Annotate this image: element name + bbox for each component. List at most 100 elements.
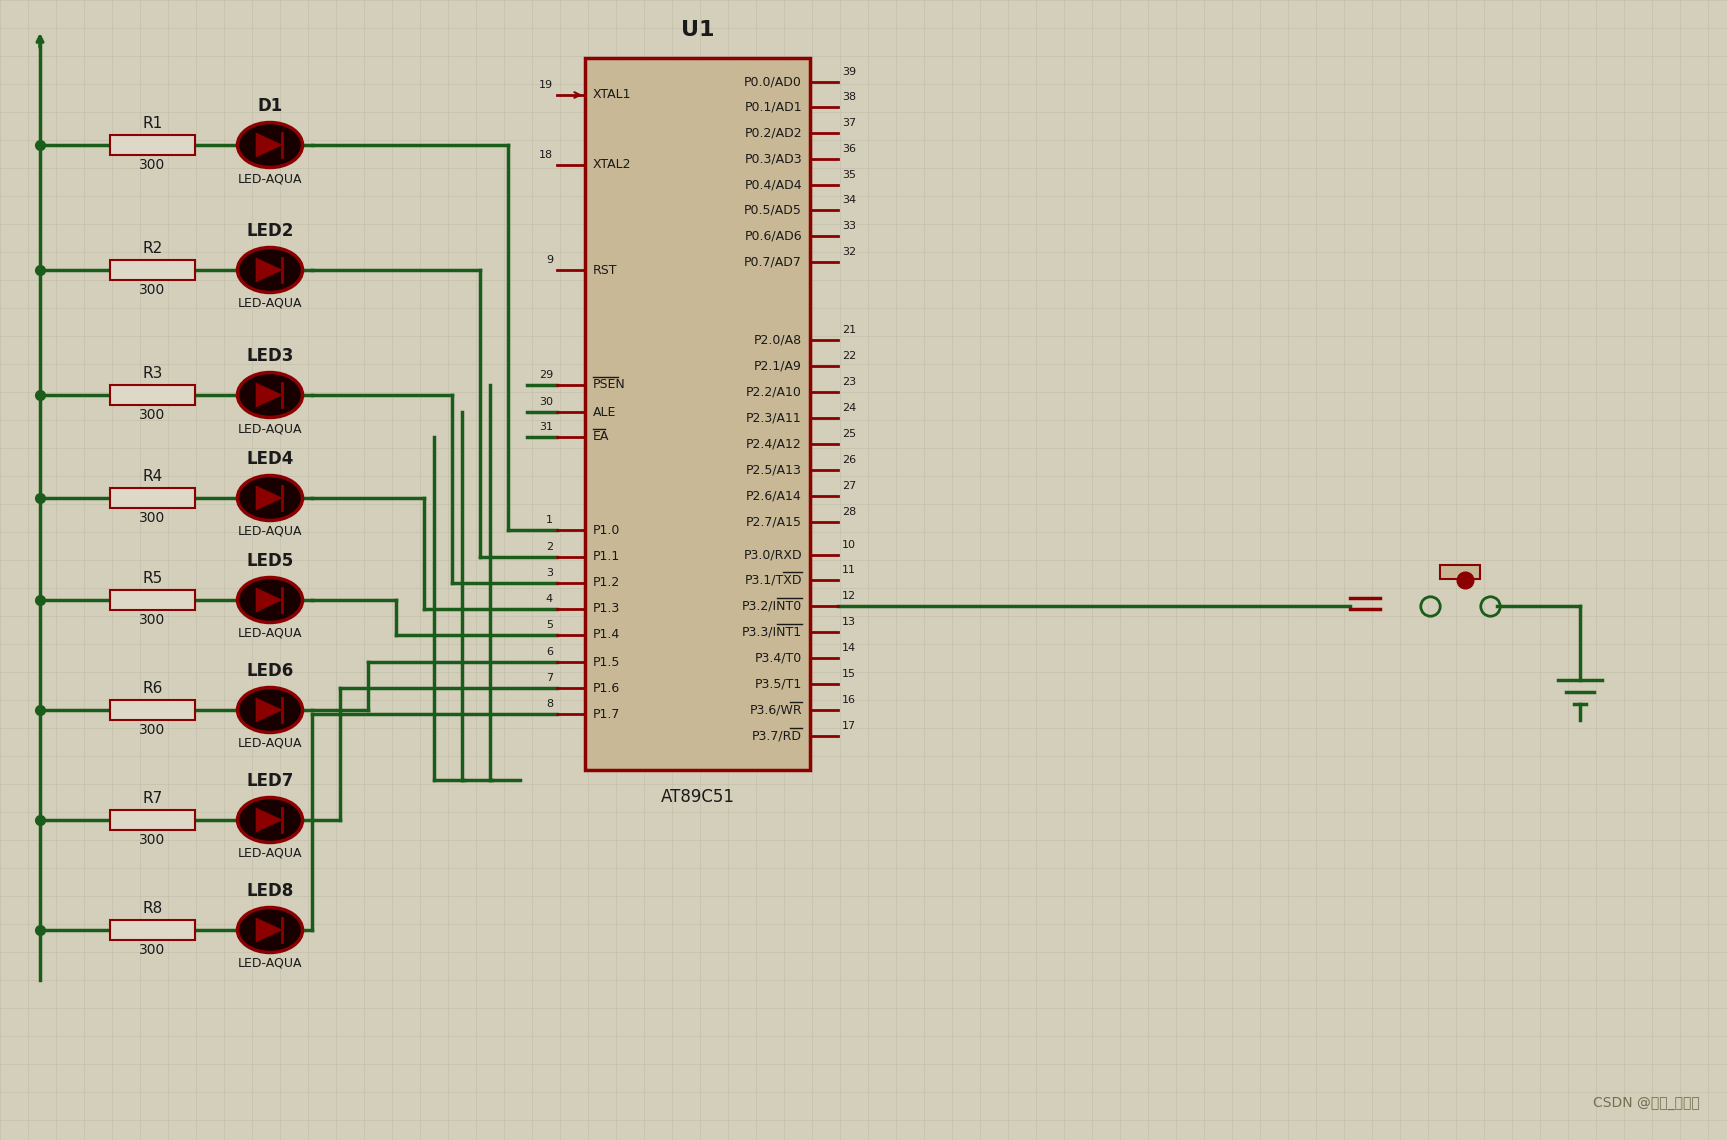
Polygon shape xyxy=(256,258,282,282)
Text: P3.5/T1: P3.5/T1 xyxy=(755,677,801,691)
Text: R2: R2 xyxy=(142,241,162,256)
Text: P3.0/RXD: P3.0/RXD xyxy=(743,548,801,562)
Bar xyxy=(111,488,195,508)
Text: 37: 37 xyxy=(843,119,857,128)
Ellipse shape xyxy=(238,578,302,622)
Text: 26: 26 xyxy=(843,455,857,465)
Text: P3.4/T0: P3.4/T0 xyxy=(755,651,801,665)
Polygon shape xyxy=(256,588,282,612)
Text: AT89C51: AT89C51 xyxy=(660,788,734,806)
Text: 300: 300 xyxy=(140,511,166,526)
Text: 6: 6 xyxy=(546,648,553,657)
Text: 33: 33 xyxy=(843,221,857,231)
Text: 9: 9 xyxy=(546,255,553,264)
Text: P0.3/AD3: P0.3/AD3 xyxy=(744,153,801,165)
Text: P0.2/AD2: P0.2/AD2 xyxy=(744,127,801,139)
Text: LED-AQUA: LED-AQUA xyxy=(238,736,302,750)
Text: LED-AQUA: LED-AQUA xyxy=(238,956,302,970)
Bar xyxy=(111,920,195,940)
Text: 4: 4 xyxy=(546,594,553,604)
Text: P2.0/A8: P2.0/A8 xyxy=(755,334,801,347)
Text: ALE: ALE xyxy=(592,406,617,418)
Text: LED7: LED7 xyxy=(247,772,294,790)
Ellipse shape xyxy=(238,475,302,521)
Text: P1.7: P1.7 xyxy=(592,708,620,720)
Text: 36: 36 xyxy=(843,144,857,154)
Text: U1: U1 xyxy=(680,21,715,40)
Text: 2: 2 xyxy=(546,542,553,552)
Text: RST: RST xyxy=(592,263,618,277)
Text: XTAL1: XTAL1 xyxy=(592,89,632,101)
Text: LED-AQUA: LED-AQUA xyxy=(238,526,302,538)
Text: R6: R6 xyxy=(142,681,162,697)
Text: P2.1/A9: P2.1/A9 xyxy=(755,359,801,373)
Bar xyxy=(111,591,195,610)
Text: P0.1/AD1: P0.1/AD1 xyxy=(744,100,801,114)
Text: 38: 38 xyxy=(843,92,857,101)
Text: R4: R4 xyxy=(142,469,162,484)
Text: 24: 24 xyxy=(843,404,857,413)
Text: 300: 300 xyxy=(140,283,166,298)
Bar xyxy=(111,811,195,830)
Text: P1.6: P1.6 xyxy=(592,682,620,694)
Text: R8: R8 xyxy=(142,901,162,917)
Text: 21: 21 xyxy=(843,325,857,335)
Text: 5: 5 xyxy=(546,620,553,630)
Text: LED-AQUA: LED-AQUA xyxy=(238,422,302,435)
Text: 10: 10 xyxy=(843,540,857,549)
Text: 3: 3 xyxy=(546,568,553,578)
Text: 28: 28 xyxy=(843,507,857,518)
Polygon shape xyxy=(256,133,282,157)
Text: 13: 13 xyxy=(843,617,857,627)
Text: 27: 27 xyxy=(843,481,857,491)
Text: 39: 39 xyxy=(843,67,857,78)
Polygon shape xyxy=(256,383,282,407)
Text: 32: 32 xyxy=(843,247,857,256)
Text: P2.4/A12: P2.4/A12 xyxy=(746,438,801,450)
Polygon shape xyxy=(256,486,282,510)
Ellipse shape xyxy=(238,122,302,168)
Text: 11: 11 xyxy=(843,565,857,575)
Text: P0.0/AD0: P0.0/AD0 xyxy=(744,75,801,89)
Text: 25: 25 xyxy=(843,429,857,439)
Polygon shape xyxy=(256,918,282,942)
Ellipse shape xyxy=(238,687,302,733)
Polygon shape xyxy=(256,808,282,832)
Text: 15: 15 xyxy=(843,669,857,679)
Bar xyxy=(111,260,195,280)
Text: CSDN @小水_扫地僧: CSDN @小水_扫地僧 xyxy=(1594,1096,1699,1110)
Text: PSEN: PSEN xyxy=(592,378,625,391)
Text: 19: 19 xyxy=(539,80,553,90)
Text: 16: 16 xyxy=(843,695,857,705)
Text: P1.0: P1.0 xyxy=(592,523,620,537)
Text: P3.1/TXD: P3.1/TXD xyxy=(744,573,801,586)
Text: P2.5/A13: P2.5/A13 xyxy=(746,464,801,477)
Text: R7: R7 xyxy=(142,791,162,806)
Text: P3.2/INT0: P3.2/INT0 xyxy=(743,600,801,612)
Text: R1: R1 xyxy=(142,116,162,131)
Text: LED-AQUA: LED-AQUA xyxy=(238,627,302,640)
Text: 22: 22 xyxy=(843,351,857,361)
Text: 1: 1 xyxy=(546,515,553,526)
Text: P1.2: P1.2 xyxy=(592,577,620,589)
Bar xyxy=(111,385,195,405)
Text: 18: 18 xyxy=(539,150,553,160)
Text: P1.1: P1.1 xyxy=(592,551,620,563)
Text: 300: 300 xyxy=(140,833,166,847)
Text: LED4: LED4 xyxy=(247,450,294,469)
Text: EA: EA xyxy=(592,431,610,443)
Text: P0.4/AD4: P0.4/AD4 xyxy=(744,179,801,192)
Text: 300: 300 xyxy=(140,408,166,422)
Text: P1.3: P1.3 xyxy=(592,603,620,616)
Text: 17: 17 xyxy=(843,720,857,731)
Text: 14: 14 xyxy=(843,643,857,653)
Text: D1: D1 xyxy=(257,97,283,115)
Text: P3.3/INT1: P3.3/INT1 xyxy=(743,626,801,638)
Text: LED2: LED2 xyxy=(247,222,294,241)
Text: LED-AQUA: LED-AQUA xyxy=(238,172,302,185)
Text: LED8: LED8 xyxy=(247,882,294,899)
Text: LED6: LED6 xyxy=(247,662,294,679)
Text: R5: R5 xyxy=(142,571,162,586)
Text: 35: 35 xyxy=(843,170,857,180)
Text: LED-AQUA: LED-AQUA xyxy=(238,847,302,860)
